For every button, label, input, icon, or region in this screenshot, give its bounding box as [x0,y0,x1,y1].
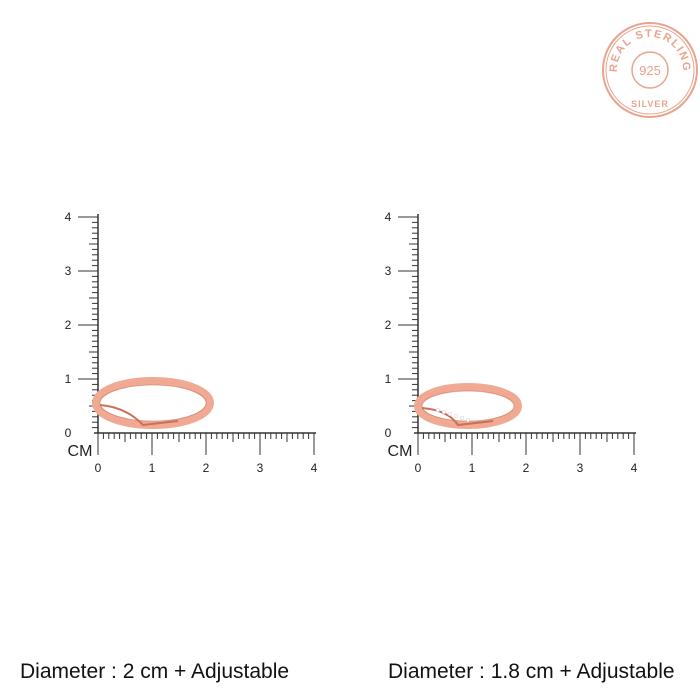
y-tick-label: 0 [65,426,72,440]
x-tick-label: 3 [577,461,584,475]
ring-twist [99,404,179,427]
y-tick-label: 3 [385,264,392,278]
ruler-left: 0 0 1 1 2 2 3 3 4 4 CM [65,210,318,475]
y-tick-label: 3 [65,264,72,278]
x-tick-label: 0 [415,461,422,475]
ring-inner-edge [99,384,207,422]
unit-label: CM [68,443,93,460]
ring-stone [435,407,441,413]
seal-bottom-text: SILVER [631,99,669,109]
y-tick-label: 1 [385,372,392,386]
x-tick-label: 4 [311,461,318,475]
y-tick-label: 4 [385,210,392,224]
x-tick-label: 2 [203,461,210,475]
diameter-caption-left: Diameter : 2 cm + Adjustable [20,660,290,683]
ring-image [414,383,522,429]
x-tick-label: 2 [523,461,530,475]
x-tick-label: 1 [469,461,476,475]
ring-inner-edge [421,390,515,422]
x-tick-label: 4 [631,461,638,475]
ring-stone [447,411,453,417]
ruler-right: 0 0 1 1 2 2 3 3 4 4 CM [385,210,638,475]
y-tick-label: 1 [65,372,72,386]
diameter-caption-right: Diameter : 1.8 cm + Adjustable [388,660,675,683]
x-tick-label: 1 [149,461,156,475]
ring-band [414,383,522,429]
y-tick-label: 2 [385,318,392,332]
ring-image [92,377,214,429]
x-tick-label: 3 [257,461,264,475]
ring-stone [459,415,465,421]
ring-stone [441,409,447,415]
seal-center-text: 925 [639,63,661,78]
y-tick-label: 2 [65,318,72,332]
ring-stone [453,413,459,419]
y-tick-label: 4 [65,210,72,224]
unit-label: CM [388,443,413,460]
ring-stone [465,417,471,423]
ring-band [92,377,214,429]
ring-twist [421,407,494,427]
sterling-seal: REAL STERLING 925 SILVER [602,22,698,118]
x-tick-label: 0 [95,461,102,475]
y-tick-label: 0 [385,426,392,440]
